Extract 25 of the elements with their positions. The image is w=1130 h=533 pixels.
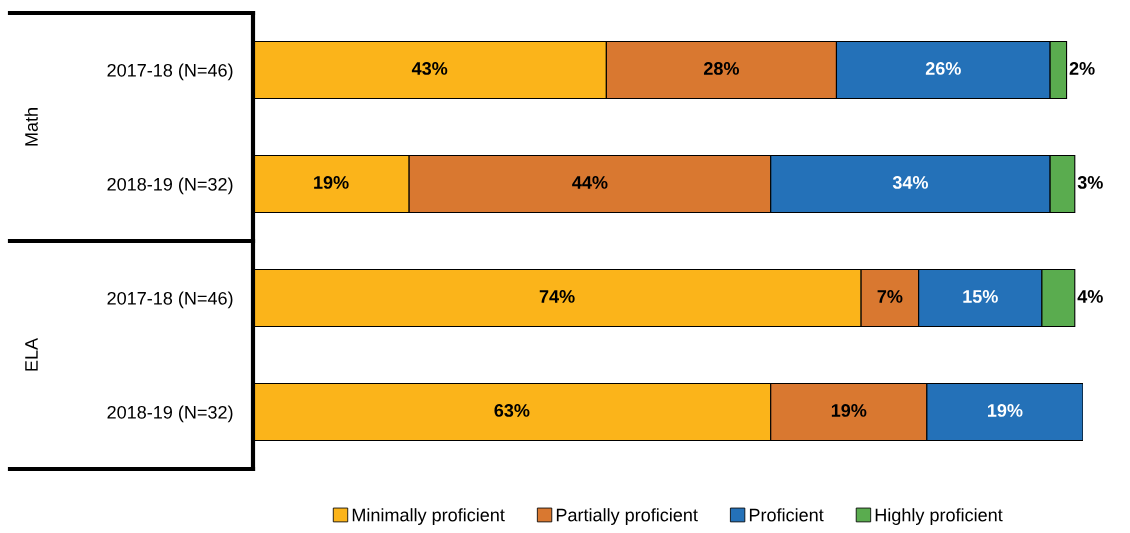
data-label: 3% (1077, 176, 1103, 189)
data-label: 19% (988, 404, 1023, 417)
data-label: 44% (572, 176, 608, 189)
data-label: 19% (831, 404, 867, 417)
y-tick-label: 2017-18 (N=46) (107, 291, 233, 309)
text: Math (24, 108, 38, 146)
legend-label: Proficient (749, 508, 824, 522)
data-label: 26% (925, 62, 961, 75)
data-label: 7% (877, 290, 903, 303)
data-label: 4% (1077, 290, 1103, 303)
legend-label: Minimally proficient (352, 508, 505, 525)
data-label: 15% (963, 290, 998, 303)
y-tick-label: 2017-18 (N=46) (107, 63, 233, 81)
y-tick-label: 2018-19 (N=32) (107, 405, 233, 423)
legend-label: Partially proficient (556, 508, 698, 525)
data-label: 19% (314, 176, 349, 189)
data-label: 74% (539, 290, 575, 303)
legend-label: Highly proficient (875, 508, 1003, 525)
data-label: 2% (1069, 62, 1095, 75)
text: ELA (25, 337, 38, 371)
y-tick-label: 2018-19 (N=32) (107, 177, 233, 195)
data-label: 34% (892, 176, 929, 189)
data-label: 63% (494, 404, 530, 417)
data-label: 28% (703, 62, 740, 75)
data-label: 43% (411, 62, 448, 75)
